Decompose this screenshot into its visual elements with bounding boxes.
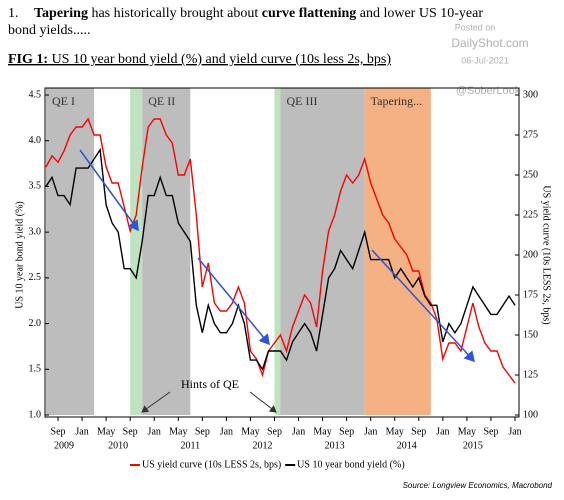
watermark: @SoberLook [456, 85, 521, 97]
region-label: Tapering... [371, 94, 422, 108]
x-year-label: 2013 [325, 440, 345, 451]
title-text: US 10 year bond yield (%) and yield curv… [48, 52, 391, 67]
x-tick-label: Sep [51, 426, 66, 437]
x-year-label: 2014 [397, 440, 417, 451]
x-tick-label: Sep [123, 426, 138, 437]
series-line [45, 147, 516, 371]
region-label: QE III [287, 94, 318, 108]
header-number: 1. [8, 6, 19, 21]
x-tick-label: Jan [436, 426, 449, 437]
x-tick-label: May [386, 426, 404, 437]
header-part: and lower US 10-year [356, 6, 483, 21]
y2-tick-label: 225 [523, 209, 538, 220]
y-tick-label: 1.5 [29, 364, 42, 375]
region-label: QE I [52, 94, 75, 108]
y-tick-label: 4.0 [29, 135, 42, 146]
trend-arrow [197, 257, 270, 346]
legend-label: US 10 year bond yield (%) [297, 459, 404, 470]
shaded-region [274, 88, 281, 415]
x-tick-label: Jan [292, 426, 305, 437]
annotation-arrow [141, 391, 171, 413]
y-tick-label: 3.0 [29, 226, 42, 237]
shaded-region [46, 88, 95, 415]
x-year-label: 2009 [54, 440, 74, 451]
y-tick-label: 2.0 [29, 318, 42, 329]
shaded-region [364, 88, 431, 415]
y-tick-label: 2.5 [29, 272, 42, 283]
x-tick-label: May [458, 426, 476, 437]
x-tick-label: Sep [411, 426, 426, 437]
x-tick-label: Jan [220, 426, 233, 437]
x-year-label: 2010 [108, 440, 128, 451]
x-tick-label: May [169, 426, 187, 437]
header-text: Tapering has historically brought about … [34, 6, 483, 21]
legend-label: US yield curve (10s LESS 2s, bps) [142, 459, 281, 470]
plot: QE I QE II QE III Tapering... 1.0 1.5 2.0 2.5 3.… [29, 87, 538, 451]
watermark: 06-Jul-2021 [461, 55, 509, 65]
y2-tick-label: 300 [523, 89, 538, 100]
x-tick-label: Sep [339, 426, 354, 437]
x-year-label: 2015 [463, 440, 483, 451]
legend: US yield curve (10s LESS 2s, bps) US 10 y… [130, 459, 405, 470]
x-tick-label: May [97, 426, 115, 437]
watermark: DailyShot.com [451, 36, 528, 50]
y-tick-label: 3.5 [29, 181, 42, 192]
source: Source: Longview Economics, Macrobond [403, 481, 553, 490]
x-tick-label: Sep [195, 426, 210, 437]
series-line [45, 117, 516, 384]
x-year-label: 2012 [252, 440, 272, 451]
x-year-label: 2011 [180, 440, 200, 451]
y2-tick-label: 100 [523, 409, 538, 420]
y2-tick-label: 125 [523, 369, 538, 380]
header-text: bond yields..... [8, 23, 90, 38]
chart-title: FIG 1: US 10 year bond yield (%) and yie… [8, 52, 391, 67]
x-tick-label: May [241, 426, 259, 437]
header-part: has historically brought about [88, 6, 262, 21]
annotation: Hints of QE [181, 377, 239, 391]
x-tick-label: May [313, 426, 331, 437]
y-tick-label: 4.5 [29, 89, 42, 100]
shaded-region [130, 88, 143, 415]
trend-arrow [371, 249, 476, 363]
y2-tick-label: 150 [523, 329, 538, 340]
y2-tick-label: 275 [523, 129, 538, 140]
x-tick-label: Jan [148, 426, 161, 437]
header-part: Tapering [34, 6, 88, 21]
x-tick-label: Jan [508, 426, 521, 437]
x-tick-label: Jan [364, 426, 377, 437]
y-tick-label: 1.0 [29, 409, 42, 420]
y2-axis-label: US yield curve (10s LESS 2s, bps) [541, 185, 552, 324]
x-tick-label: Jan [75, 426, 88, 437]
annotation-arrow [249, 391, 277, 413]
region-label: QE II [148, 94, 175, 108]
title-bold: FIG 1: [8, 52, 48, 67]
shaded-region [280, 88, 365, 415]
x-tick-label: Sep [483, 426, 498, 437]
trend-arrow [79, 149, 139, 232]
x-tick-label: Sep [267, 426, 282, 437]
y2-tick-label: 250 [523, 169, 538, 180]
y2-tick-label: 200 [523, 249, 538, 260]
header-part: curve flattening [262, 6, 356, 21]
y-axis-label: US 10 year bond yield (%) [14, 201, 25, 308]
y2-tick-label: 175 [523, 289, 538, 300]
watermark: Posted on [455, 22, 496, 32]
plot-frame [44, 87, 520, 418]
shaded-region [142, 88, 191, 415]
